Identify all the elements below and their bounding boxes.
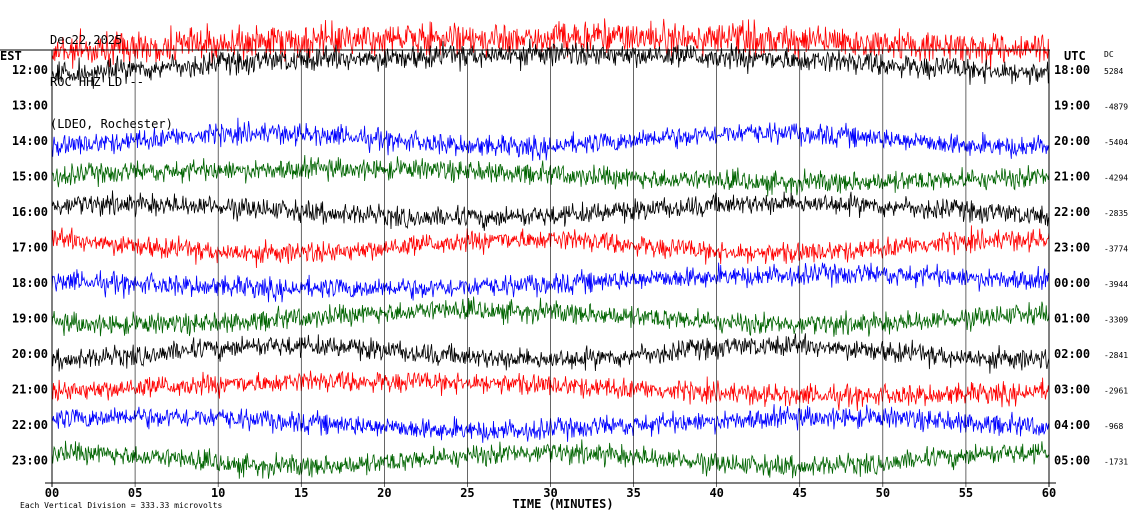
local-time-label: 20:00 — [12, 347, 48, 361]
utc-time-label: 23:00 — [1054, 241, 1090, 255]
dc-offset-label: -968 — [1104, 422, 1123, 431]
local-time-label: 12:00 — [12, 63, 48, 77]
utc-time-label: 22:00 — [1054, 205, 1090, 219]
x-tick-label-40: 40 — [709, 486, 723, 500]
y-axis-labels: 12:00 18:00 5284 13:00 19:00 -4879 14:00 20:00 -… — [12, 63, 1128, 468]
local-time-label: 18:00 — [12, 276, 48, 290]
x-tick-label-05: 05 — [128, 486, 142, 500]
dc-label: DC — [1104, 50, 1114, 59]
local-time-label: 13:00 — [12, 99, 48, 113]
local-time-label: 14:00 — [12, 134, 48, 148]
x-tick-label-15: 15 — [294, 486, 308, 500]
dc-offset-label: -2841 — [1104, 351, 1128, 360]
chart-header: Dec22,2025 ROC HHZ LD -- (LDEO, Rocheste… — [50, 5, 173, 145]
local-time-label: 17:00 — [12, 241, 48, 255]
local-time-label: 23:00 — [12, 454, 48, 468]
x-tick-label-00: 00 — [45, 486, 59, 500]
header-location: (LDEO, Rochester) — [50, 117, 173, 131]
utc-time-label: 20:00 — [1054, 134, 1090, 148]
utc-time-label: 18:00 — [1054, 63, 1090, 77]
x-tick-label-55: 55 — [959, 486, 973, 500]
dc-offset-label: -1731 — [1104, 458, 1128, 467]
x-axis-title: TIME (MINUTES) — [512, 497, 613, 511]
x-axis-labels: 00 05 10 15 20 25 30 35 40 45 50 55 60 — [45, 486, 1056, 500]
local-time-label: 22:00 — [12, 418, 48, 432]
x-tick-label-25: 25 — [460, 486, 474, 500]
header-date: Dec22,2025 — [50, 33, 123, 47]
x-tick-label-45: 45 — [793, 486, 807, 500]
x-tick-label-50: 50 — [876, 486, 890, 500]
utc-time-label: 21:00 — [1054, 170, 1090, 184]
utc-time-label: 02:00 — [1054, 347, 1090, 361]
dc-offset-label: 5284 — [1104, 67, 1123, 76]
dc-offset-label: -5404 — [1104, 138, 1128, 147]
local-time-label: 21:00 — [12, 383, 48, 397]
dc-offset-label: -3309 — [1104, 316, 1128, 325]
local-time-label: 15:00 — [12, 170, 48, 184]
x-tick-label-10: 10 — [211, 486, 225, 500]
x-tick-label-60: 60 — [1042, 486, 1056, 500]
utc-time-label: 00:00 — [1054, 276, 1090, 290]
chart-grid — [0, 49, 1056, 487]
x-tick-label-20: 20 — [377, 486, 391, 500]
dc-offset-label: -3944 — [1104, 280, 1128, 289]
utc-time-label: 04:00 — [1054, 418, 1090, 432]
header-station: ROC HHZ LD -- — [50, 75, 144, 89]
utc-time-label: 19:00 — [1054, 99, 1090, 113]
local-time-label: 19:00 — [12, 312, 48, 326]
scale-note: Each Vertical Division = 333.33 microvol… — [20, 501, 222, 510]
dc-offset-label: -3774 — [1104, 245, 1128, 254]
tz-right: UTC — [1064, 49, 1086, 63]
dc-offset-label: -4879 — [1104, 103, 1128, 112]
utc-time-label: 05:00 — [1054, 454, 1090, 468]
utc-time-label: 01:00 — [1054, 312, 1090, 326]
dc-offset-label: -2835 — [1104, 209, 1128, 218]
utc-time-label: 03:00 — [1054, 383, 1090, 397]
x-tick-label-35: 35 — [626, 486, 640, 500]
x-tick-label-30: 30 — [543, 486, 557, 500]
dc-offset-label: -2961 — [1104, 387, 1128, 396]
local-time-label: 16:00 — [12, 205, 48, 219]
dc-offset-label: -4294 — [1104, 174, 1128, 183]
tz-left: EST — [0, 49, 22, 63]
